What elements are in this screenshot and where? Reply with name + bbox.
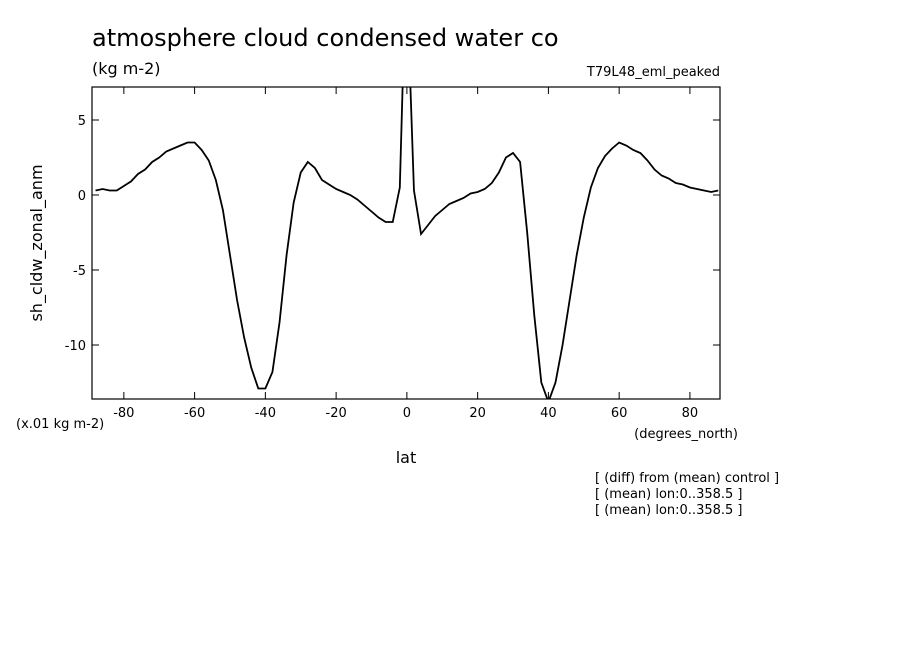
y-tick-label: -5 bbox=[73, 264, 86, 279]
y-tick-label: -10 bbox=[65, 339, 86, 354]
x-tick-label: 0 bbox=[403, 406, 411, 421]
x-tick-label: -20 bbox=[326, 406, 347, 421]
note: [ (mean) lon:0..358.5 ] bbox=[595, 487, 743, 502]
x-tick-label: 40 bbox=[540, 406, 557, 421]
note: [ (diff) from (mean) control ] bbox=[595, 471, 779, 486]
x-tick-label: 20 bbox=[469, 406, 486, 421]
x-tick-label: 80 bbox=[682, 406, 699, 421]
x-tick-label: -80 bbox=[113, 406, 134, 421]
y-tick-label: 0 bbox=[78, 189, 86, 204]
x-tick-label: -40 bbox=[255, 406, 276, 421]
subtitle: (kg m-2) bbox=[92, 59, 161, 78]
y-tick-label: 5 bbox=[78, 114, 86, 129]
data-line bbox=[95, 87, 719, 399]
x-tick-label: -60 bbox=[184, 406, 205, 421]
run-label: T79L48_eml_peaked bbox=[586, 65, 720, 80]
plot-frame bbox=[91, 86, 721, 400]
x-axis-label: lat bbox=[396, 448, 417, 467]
y-units: (x.01 kg m-2) bbox=[16, 417, 104, 432]
y-axis-label: sh_cldw_zonal_anm bbox=[27, 164, 47, 321]
x-tick-label: 60 bbox=[611, 406, 628, 421]
x-units: (degrees_north) bbox=[634, 427, 738, 442]
note: [ (mean) lon:0..358.5 ] bbox=[595, 503, 743, 518]
chart-title: atmosphere cloud condensed water co bbox=[92, 24, 559, 52]
